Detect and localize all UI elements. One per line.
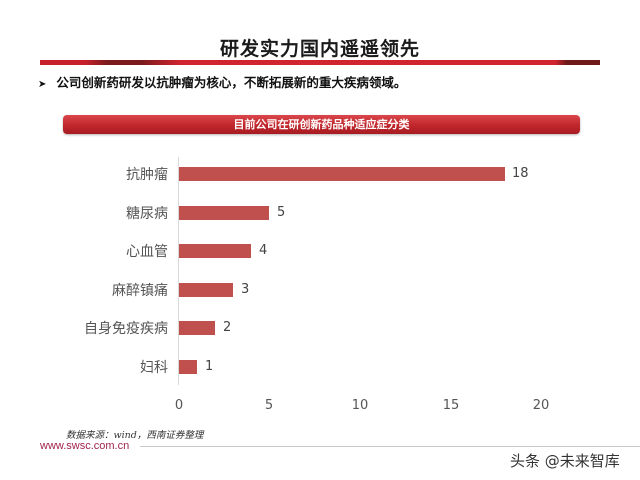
bar-autoimmune [179,321,215,335]
value-label: 4 [259,243,268,258]
value-label: 3 [241,282,250,297]
bar-diabetes [179,206,269,220]
bar-antitumor [179,167,505,181]
category-label: 自身免疫疾病 [84,321,168,337]
x-tick: 20 [532,398,550,413]
chart-title-banner: 目前公司在研创新药品种适应症分类 [63,115,580,134]
category-label: 抗肿瘤 [126,167,168,183]
title-divider [40,60,600,65]
category-label: 心血管 [126,244,168,260]
value-label: 18 [512,166,529,181]
x-tick: 5 [264,398,274,413]
category-label: 麻醉镇痛 [112,283,168,299]
bar-anesthesia [179,283,233,297]
value-label: 1 [205,359,214,374]
y-axis-line [178,157,179,385]
bullet-text: 公司创新药研发以抗肿瘤为核心，不断拓展新的重大疾病领域。 [56,75,407,90]
value-label: 2 [223,320,232,335]
category-label: 妇科 [140,360,168,376]
bar-cardiovascular [179,244,251,258]
x-tick: 0 [174,398,184,413]
arrow-bullet-icon: ➤ [38,79,47,90]
footer-divider [140,446,640,447]
website-link[interactable]: www.swsc.com.cn [40,440,130,452]
bar-gynecology [179,360,197,374]
x-tick: 10 [351,398,369,413]
watermark: 头条 @未来智库 [510,452,620,470]
bullet-point: ➤ 公司创新药研发以抗肿瘤为核心，不断拓展新的重大疾病领域。 [38,72,406,91]
category-label: 糖尿病 [126,206,168,222]
x-tick: 15 [442,398,460,413]
data-source-note: 数据来源：wind，西南证券整理 [66,430,204,441]
value-label: 5 [277,205,286,220]
page-title: 研发实力国内遥遥领先 [219,38,420,60]
